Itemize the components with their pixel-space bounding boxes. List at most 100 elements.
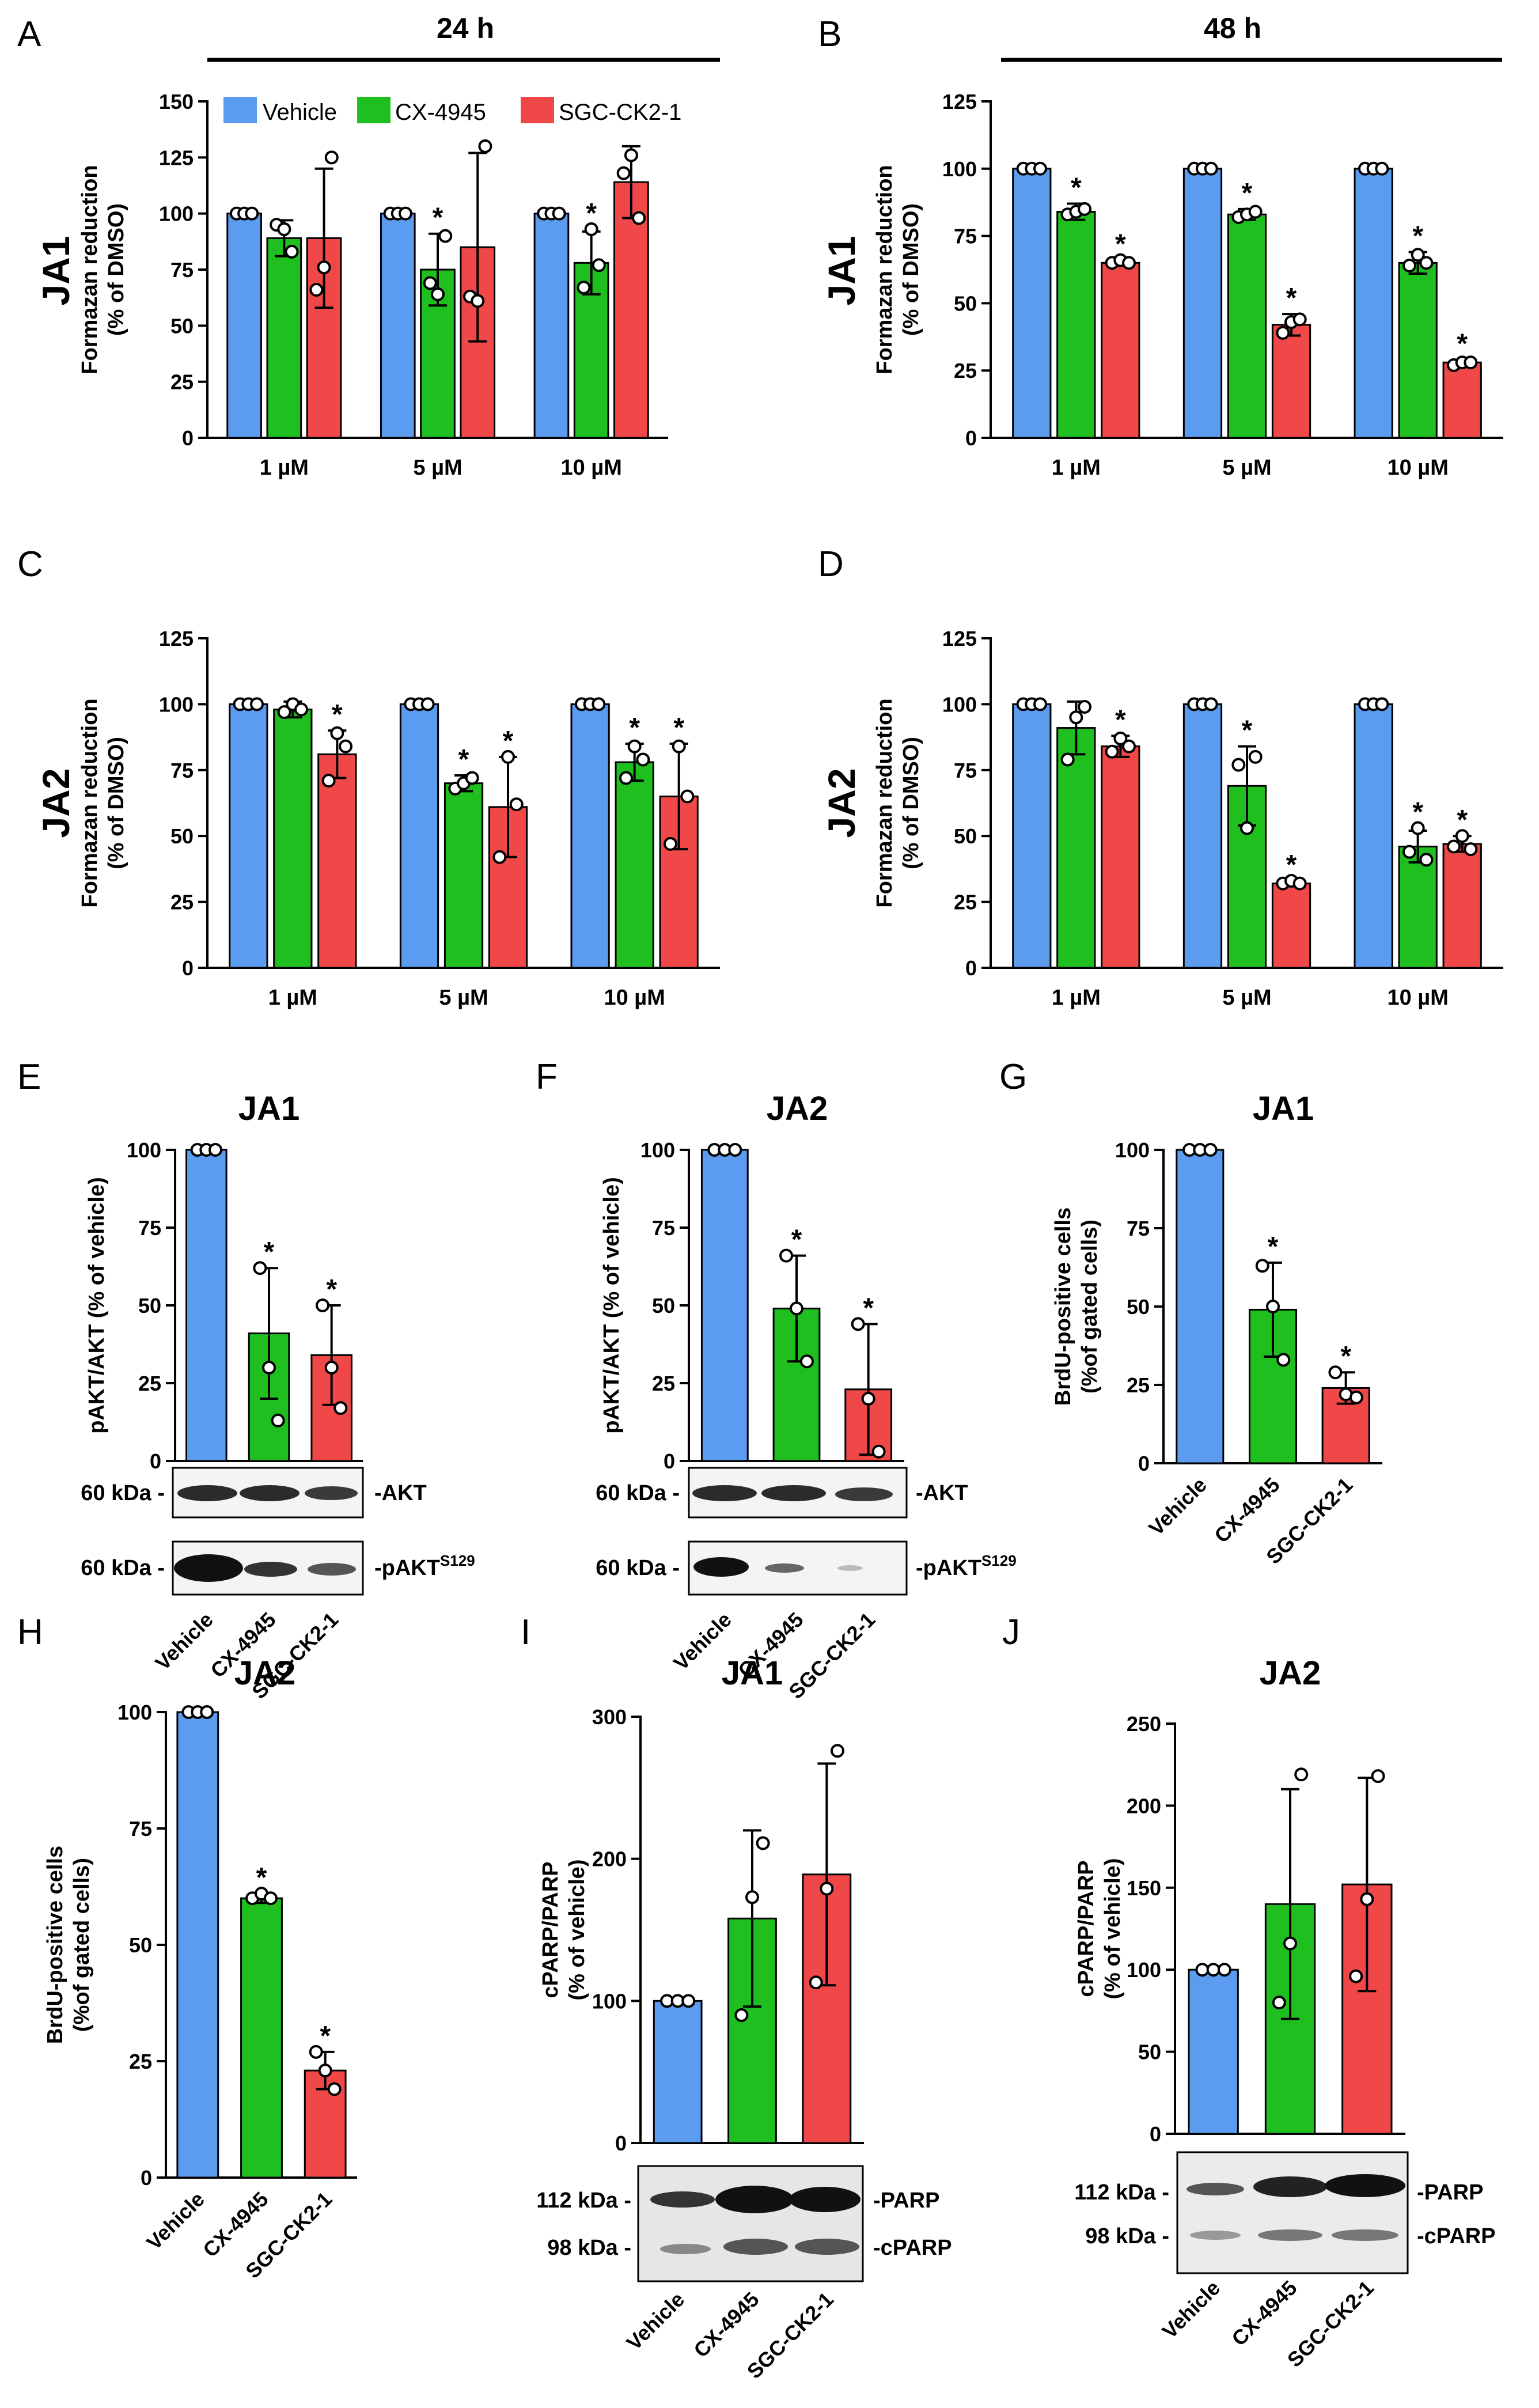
data-point-B bbox=[1122, 256, 1136, 270]
data-point-D bbox=[1455, 829, 1469, 843]
significance-star-E: * bbox=[264, 1237, 275, 1267]
y-tick-label-J: 150 bbox=[1127, 1876, 1161, 1900]
row-label-D: JA2 bbox=[820, 768, 863, 838]
panel-letter-G: G bbox=[999, 1057, 1027, 1097]
blot-F-pakt-band-cx bbox=[765, 1563, 804, 1573]
significance-star-C: * bbox=[332, 699, 343, 730]
panel-G: G JA1 0 25 50 75 100 BrdU-positive cells (%of ga… bbox=[999, 1057, 1382, 1569]
data-point-B bbox=[1078, 202, 1092, 216]
data-point-G bbox=[1328, 1365, 1343, 1380]
row-label-A: JA1 bbox=[35, 236, 77, 305]
x-tick-label-J: Vehicle bbox=[1158, 2276, 1225, 2343]
blot-band-superscript-F: S129 bbox=[981, 1552, 1017, 1569]
bar-B bbox=[1101, 262, 1140, 439]
significance-star-F: * bbox=[791, 1225, 802, 1255]
panel-J: J JA2 0 50 100 150 200 250 cPARP/PARP (% of vehic… bbox=[1002, 1612, 1496, 2372]
y-tick-label-A: 150 bbox=[159, 90, 194, 113]
data-point-C bbox=[492, 850, 507, 864]
bar-A bbox=[533, 213, 570, 439]
bar-D bbox=[1012, 703, 1052, 969]
significance-star-H: * bbox=[256, 1862, 267, 1893]
panel-title-F: JA2 bbox=[767, 1090, 828, 1127]
data-point-D bbox=[1248, 749, 1263, 764]
y-axis-label-line-D: Formazan reduction bbox=[873, 698, 897, 907]
data-point-I bbox=[734, 2008, 749, 2022]
y-axis-label-line-B: Formazan reduction bbox=[873, 165, 897, 374]
bar-G bbox=[1176, 1149, 1225, 1464]
data-point-A bbox=[398, 206, 412, 221]
data-point-E bbox=[333, 1401, 348, 1415]
bar-D bbox=[1354, 703, 1393, 969]
bar-D bbox=[1271, 883, 1311, 969]
blot-band-label-I: -cPARP bbox=[873, 2236, 952, 2260]
significance-star-E: * bbox=[326, 1274, 337, 1305]
data-point-D bbox=[1105, 744, 1119, 759]
y-tick-label-A: 0 bbox=[182, 426, 194, 450]
data-point-H bbox=[318, 2064, 332, 2078]
data-point-A bbox=[245, 206, 259, 221]
data-point-E bbox=[324, 1361, 339, 1375]
data-point-D bbox=[1204, 697, 1218, 711]
blot-F-pakt-band-vehicle bbox=[693, 1557, 749, 1577]
x-tick-label-G: Vehicle bbox=[1144, 1473, 1211, 1540]
blot-I bbox=[637, 2165, 864, 2282]
data-point-C bbox=[465, 771, 479, 785]
y-tick-label-F: 25 bbox=[652, 1372, 675, 1395]
data-point-B bbox=[1292, 312, 1307, 327]
time-label-24h: 24 h bbox=[437, 12, 494, 44]
bar-J bbox=[1188, 1968, 1239, 2135]
x-tick-label-I: Vehicle bbox=[622, 2288, 689, 2355]
data-point-D bbox=[1375, 697, 1389, 711]
significance-star-G: * bbox=[1340, 1341, 1351, 1372]
significance-star-D: * bbox=[1457, 805, 1468, 835]
data-point-E bbox=[316, 1298, 330, 1312]
data-point-D bbox=[1446, 839, 1461, 854]
y-tick-label-G: 75 bbox=[1127, 1217, 1150, 1240]
bar-I bbox=[653, 2000, 703, 2144]
data-point-B bbox=[1276, 325, 1290, 340]
legend-label-vehicle: Vehicle bbox=[263, 100, 337, 125]
y-tick-label-B: 50 bbox=[954, 291, 977, 315]
data-point-D bbox=[1060, 752, 1075, 767]
y-axis-label-I: cPARP/PARP (% of vehicle) bbox=[539, 1860, 589, 2001]
y-tick-label-I: 200 bbox=[592, 1847, 627, 1871]
blot-band-label-E: -AKT bbox=[374, 1481, 427, 1505]
blot-E-pakt-band-sgc bbox=[308, 1563, 356, 1576]
y-tick-label-E: 50 bbox=[138, 1294, 161, 1317]
bar-F bbox=[700, 1149, 749, 1462]
x-tick-label-B: 1 µM bbox=[1052, 456, 1101, 480]
bar-A bbox=[613, 181, 649, 439]
y-axis-label-B: Formazan reduction (% of DMSO) bbox=[873, 165, 923, 374]
blot-E-pakt-band-vehicle bbox=[174, 1554, 243, 1582]
y-tick-label-G: 50 bbox=[1127, 1295, 1150, 1319]
y-tick-label-J: 100 bbox=[1127, 1958, 1161, 1982]
blot-I-box bbox=[637, 2165, 864, 2282]
data-point-C bbox=[663, 836, 677, 851]
panel-letter-F: F bbox=[536, 1057, 558, 1097]
bar-C bbox=[273, 709, 313, 969]
y-tick-label-G: 100 bbox=[1115, 1138, 1150, 1162]
data-point-E bbox=[208, 1143, 222, 1157]
significance-star-B: * bbox=[1286, 283, 1297, 313]
data-point-I bbox=[681, 1994, 696, 2008]
data-point-A bbox=[577, 281, 591, 295]
blot-band-label-J: -cPARP bbox=[1417, 2224, 1496, 2248]
bar-A bbox=[266, 237, 302, 439]
bar-B bbox=[1354, 168, 1393, 439]
panel-letter-C: C bbox=[17, 544, 43, 584]
blot-I-cparp-band-sgc bbox=[795, 2239, 859, 2255]
bar-H bbox=[240, 1897, 283, 2179]
data-point-A bbox=[584, 222, 598, 236]
x-tick-label-C: 10 µM bbox=[604, 986, 665, 1010]
blot-F-akt-band-sgc bbox=[835, 1487, 893, 1501]
significance-star-D: * bbox=[1286, 850, 1297, 880]
data-point-D bbox=[1292, 876, 1307, 891]
y-tick-label-I: 0 bbox=[615, 2131, 627, 2155]
data-point-C bbox=[420, 697, 435, 711]
bar-H bbox=[176, 1711, 219, 2179]
y-axis-label-line-E: pAKT/AKT (% of vehicle) bbox=[85, 1177, 109, 1433]
row-label-C: JA2 bbox=[35, 768, 77, 838]
data-point-A bbox=[552, 206, 566, 221]
